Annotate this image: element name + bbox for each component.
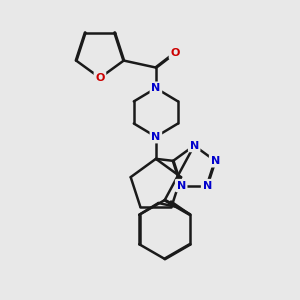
Text: N: N (151, 132, 160, 142)
Text: N: N (211, 156, 220, 166)
Text: O: O (95, 73, 105, 83)
Text: O: O (170, 48, 180, 58)
Text: N: N (190, 141, 199, 151)
Text: N: N (177, 181, 186, 190)
Text: N: N (151, 83, 160, 93)
Text: N: N (202, 181, 212, 190)
